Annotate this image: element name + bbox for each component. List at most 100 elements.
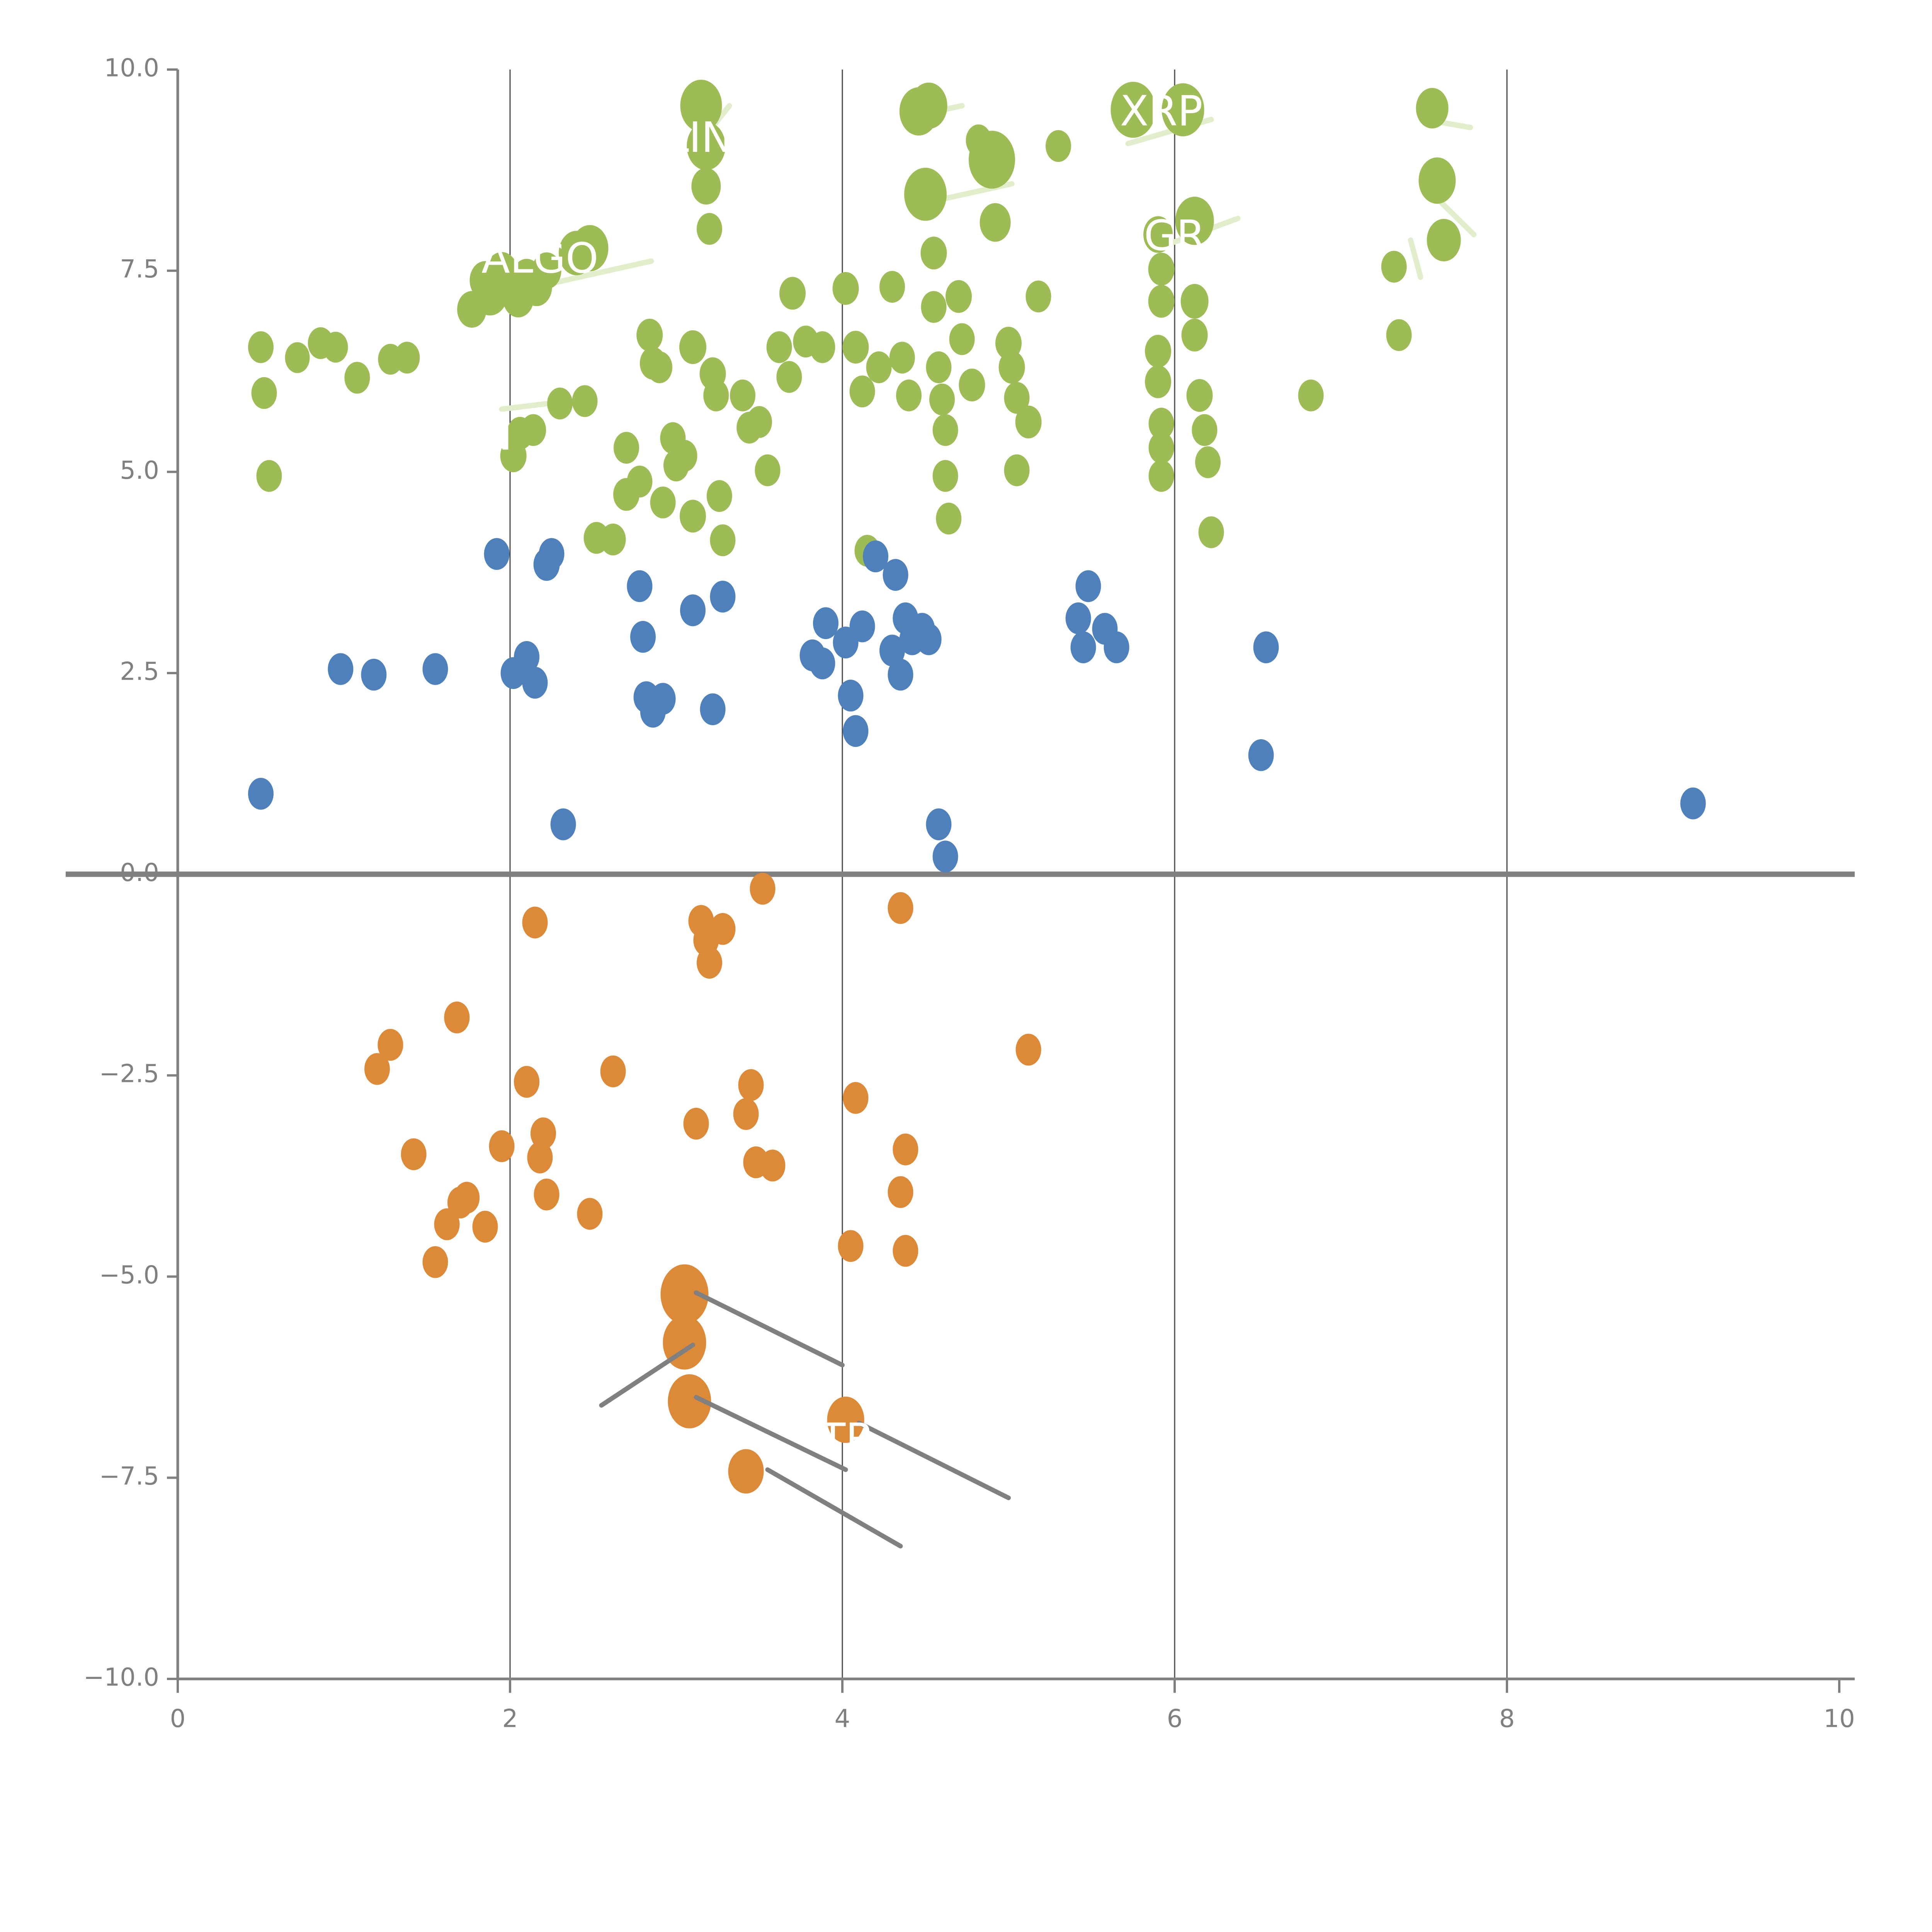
data-point-green[interactable] (706, 480, 732, 512)
data-point-green[interactable] (1145, 365, 1171, 398)
data-point-orange[interactable] (893, 1133, 918, 1165)
data-point-green[interactable] (879, 271, 905, 303)
data-point-orange[interactable] (522, 906, 548, 939)
data-point-blue[interactable] (1070, 631, 1096, 663)
data-point-green[interactable] (1198, 516, 1224, 548)
data-point-green[interactable] (1386, 319, 1412, 351)
data-point-blue[interactable] (888, 658, 913, 691)
data-point-green[interactable] (1427, 219, 1461, 262)
data-point-blue[interactable] (550, 808, 576, 840)
data-point-blue[interactable] (1253, 631, 1279, 663)
data-point-orange[interactable] (668, 1374, 711, 1429)
data-point-green[interactable] (248, 331, 274, 363)
data-point-orange[interactable] (531, 1117, 556, 1150)
data-point-blue[interactable] (810, 647, 835, 680)
data-point-blue[interactable] (680, 594, 706, 626)
data-point-green[interactable] (1046, 130, 1071, 162)
data-point-green[interactable] (766, 331, 792, 363)
data-point-blue[interactable] (484, 538, 510, 570)
data-point-green[interactable] (995, 327, 1022, 360)
data-point-green[interactable] (1148, 432, 1174, 464)
data-point-orange[interactable] (454, 1182, 480, 1214)
data-point-green[interactable] (703, 379, 729, 412)
data-point-green[interactable] (680, 500, 706, 533)
data-point-green[interactable] (959, 368, 985, 401)
data-point-green[interactable] (776, 361, 802, 393)
data-point-green[interactable] (810, 331, 835, 363)
data-point-green[interactable] (1162, 83, 1204, 136)
data-point-green[interactable] (936, 502, 962, 535)
data-point-green[interactable] (929, 383, 955, 416)
data-point-orange[interactable] (378, 1029, 403, 1061)
data-point-green[interactable] (1143, 216, 1173, 253)
data-point-blue[interactable] (863, 540, 888, 573)
data-point-green[interactable] (627, 465, 653, 498)
data-point-green[interactable] (1181, 318, 1208, 352)
data-point-orange[interactable] (710, 913, 736, 945)
data-point-green[interactable] (672, 440, 697, 472)
data-point-green[interactable] (904, 168, 947, 221)
data-point-orange[interactable] (888, 892, 913, 924)
data-point-green[interactable] (1186, 379, 1213, 412)
data-point-green[interactable] (1148, 285, 1175, 318)
data-point-green[interactable] (849, 375, 875, 408)
data-point-green[interactable] (1111, 82, 1156, 138)
data-point-blue[interactable] (1248, 739, 1274, 771)
data-point-green[interactable] (600, 523, 626, 556)
data-point-orange[interactable] (750, 872, 776, 905)
data-point-green[interactable] (932, 460, 958, 492)
data-point-green[interactable] (1148, 408, 1174, 440)
data-point-green[interactable] (779, 277, 806, 310)
data-point-green[interactable] (949, 323, 975, 355)
data-point-orange[interactable] (600, 1055, 626, 1087)
data-point-green[interactable] (1145, 335, 1171, 368)
data-point-blue[interactable] (328, 653, 354, 685)
data-point-green[interactable] (323, 332, 348, 363)
data-point-green[interactable] (614, 432, 639, 464)
data-point-blue[interactable] (514, 641, 539, 673)
data-point-blue[interactable] (627, 570, 653, 602)
data-point-orange[interactable] (843, 1082, 869, 1114)
data-point-green[interactable] (969, 131, 1015, 189)
data-point-green[interactable] (679, 330, 706, 364)
data-point-orange[interactable] (738, 1069, 764, 1101)
data-point-green[interactable] (921, 291, 947, 323)
data-point-green[interactable] (1175, 197, 1214, 245)
data-point-orange[interactable] (577, 1198, 603, 1230)
data-point-green[interactable] (520, 414, 546, 446)
data-point-orange[interactable] (760, 1150, 786, 1182)
data-point-blue[interactable] (879, 634, 905, 667)
data-point-blue[interactable] (522, 667, 548, 699)
data-point-blue[interactable] (650, 683, 676, 715)
data-point-green[interactable] (1004, 454, 1030, 486)
data-point-green[interactable] (998, 351, 1025, 384)
data-point-green[interactable] (980, 203, 1011, 242)
data-point-green[interactable] (710, 524, 736, 556)
data-point-green[interactable] (896, 379, 922, 412)
data-point-blue[interactable] (248, 778, 274, 810)
data-point-green[interactable] (1381, 250, 1407, 283)
data-point-blue[interactable] (843, 715, 869, 747)
data-point-blue[interactable] (539, 538, 565, 570)
data-point-green[interactable] (755, 454, 781, 486)
data-point-green[interactable] (344, 362, 370, 394)
data-point-green[interactable] (636, 318, 663, 352)
data-point-green[interactable] (1195, 446, 1221, 478)
data-point-orange[interactable] (434, 1208, 460, 1240)
data-point-green[interactable] (946, 280, 972, 313)
data-point-blue[interactable] (1075, 570, 1101, 602)
data-point-blue[interactable] (932, 840, 958, 872)
data-point-orange[interactable] (827, 1396, 864, 1443)
data-point-green[interactable] (1148, 252, 1175, 286)
data-point-blue[interactable] (1104, 631, 1129, 663)
data-point-green[interactable] (571, 225, 609, 272)
data-point-orange[interactable] (733, 1098, 759, 1130)
data-point-orange[interactable] (534, 1179, 560, 1211)
data-point-green[interactable] (1298, 379, 1324, 412)
data-point-blue[interactable] (422, 653, 448, 685)
data-point-orange[interactable] (1015, 1034, 1041, 1066)
data-point-green[interactable] (1180, 284, 1209, 319)
data-point-blue[interactable] (813, 607, 838, 639)
data-point-green[interactable] (910, 82, 947, 129)
data-point-green[interactable] (1015, 405, 1042, 439)
